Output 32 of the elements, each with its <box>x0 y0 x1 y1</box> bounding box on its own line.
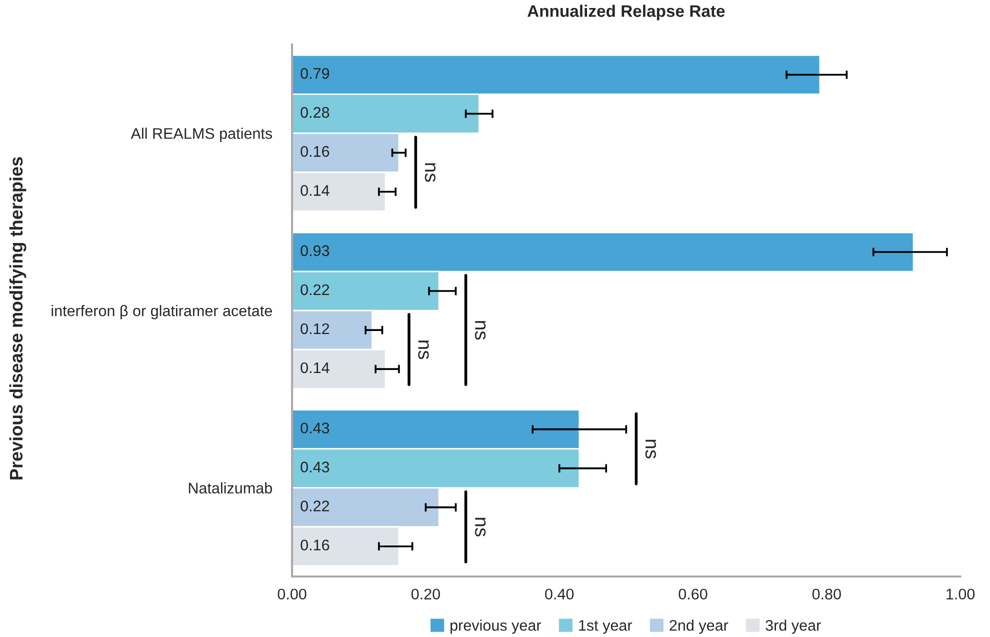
annotation: ns <box>645 440 656 458</box>
data-label: 0.14 <box>300 185 330 196</box>
data-label: 0.28 <box>300 107 330 118</box>
legend-label: 2nd year <box>670 620 728 634</box>
chart-title: Annualized Relapse Rate <box>527 4 725 20</box>
y-tick-label: interferon β or glatiramer acetate <box>52 305 272 320</box>
y-tick-label: All REALMS patients <box>130 128 272 142</box>
data-label: 0.22 <box>300 500 330 512</box>
annotation: ns <box>474 321 486 340</box>
x-tick-label: 0.00 <box>278 588 306 600</box>
data-label: 0.14 <box>300 362 330 374</box>
legend-label: 1st year <box>579 620 632 634</box>
y-tick-label: Natalizumab <box>188 482 272 494</box>
data-label: 0.43 <box>300 462 330 472</box>
x-tick-label: 0.60 <box>678 588 708 600</box>
data-label: 0.43 <box>300 422 330 434</box>
x-tick-label: 0.80 <box>812 588 841 600</box>
data-label: 0.79 <box>300 68 330 79</box>
data-label: 0.22 <box>300 284 330 296</box>
legend-label: 3rd year <box>766 620 821 634</box>
data-label: 0.16 <box>300 540 330 550</box>
x-tick-label: 1.00 <box>946 588 975 600</box>
legend-label: previous year <box>450 620 542 634</box>
annotation: ns <box>424 163 436 182</box>
data-label: 0.16 <box>300 146 330 157</box>
data-label: 0.93 <box>300 245 330 256</box>
data-label: 0.12 <box>300 323 330 334</box>
y-axis-title: Previous disease modifying therapies <box>9 157 26 480</box>
annotation: ns <box>418 340 429 360</box>
annotation: ns <box>474 518 486 536</box>
x-tick-label: 0.20 <box>411 588 440 600</box>
x-tick-label: 0.40 <box>545 588 574 600</box>
